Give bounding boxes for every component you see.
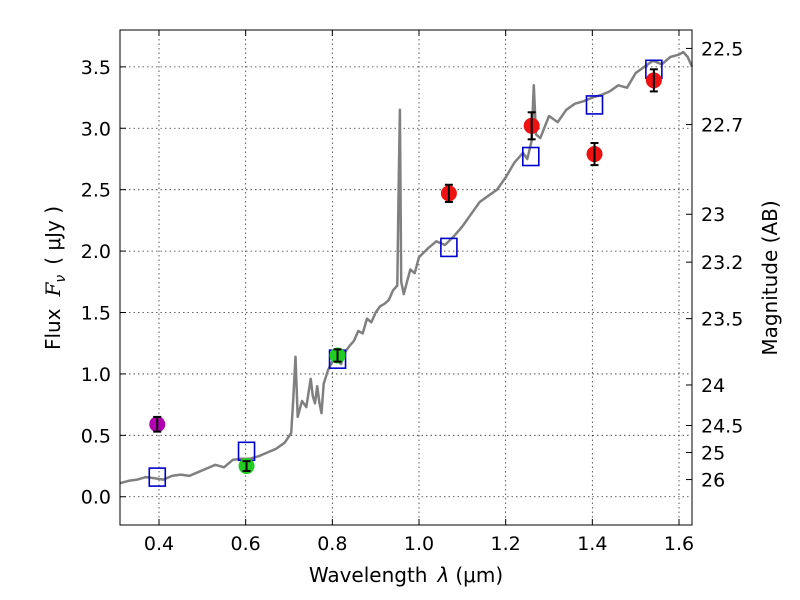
- axes: 0.4 0.6 0.8 1.0 1.2 1.4 1.6 0.0 0.5 1.0 1.5 2.0 2.5 3…: [81, 30, 743, 555]
- y-tick-label: 3.5: [81, 57, 111, 79]
- model-photometry-square: [585, 95, 604, 115]
- y-tick-label: 1.0: [81, 364, 111, 386]
- y-axis-label: FluxFν( μJy ): [41, 206, 69, 350]
- x-axis-label: Wavelength λ (μm): [309, 563, 503, 587]
- spectrum-line: [119, 50, 694, 485]
- y-tick-label: 0.5: [81, 425, 111, 447]
- y2-tick-label: 25: [701, 443, 725, 465]
- y2-tick-label: 22.5: [701, 38, 743, 60]
- y2-tick-label: 23.2: [701, 252, 743, 274]
- model-photometry-square: [440, 237, 458, 258]
- y-tick-label: 1.5: [81, 303, 111, 325]
- model-photometry-square: [521, 146, 540, 167]
- y2-tick-label: 22.7: [701, 115, 743, 137]
- y-tick-label: 0.0: [81, 487, 111, 509]
- x-tick-label: 1.2: [491, 533, 521, 555]
- y2-tick-label: 23.5: [701, 309, 743, 331]
- model-photometry-square: [148, 467, 167, 487]
- x-tick-label: 1.0: [404, 533, 434, 555]
- y2-axis-label: Magnitude (AB): [758, 200, 782, 355]
- data-layer: [119, 50, 694, 487]
- grid: [120, 30, 692, 525]
- y2-tick-label: 24.5: [701, 416, 743, 438]
- y-tick-label: 2.5: [81, 180, 111, 202]
- y-tick-label: 3.0: [81, 118, 111, 140]
- y2-tick-label: 23: [701, 204, 725, 226]
- plot-frame: [119, 29, 693, 526]
- x-tick-label: 0.4: [144, 533, 174, 555]
- x-tick-label: 0.6: [231, 533, 261, 555]
- y2-tick-label: 24: [701, 375, 725, 397]
- y2-tick-label: 26: [701, 470, 725, 492]
- x-tick-label: 0.8: [317, 533, 347, 555]
- x-tick-label: 1.6: [664, 533, 694, 555]
- x-tick-label: 1.4: [577, 533, 607, 555]
- y-tick-label: 2.0: [81, 241, 111, 263]
